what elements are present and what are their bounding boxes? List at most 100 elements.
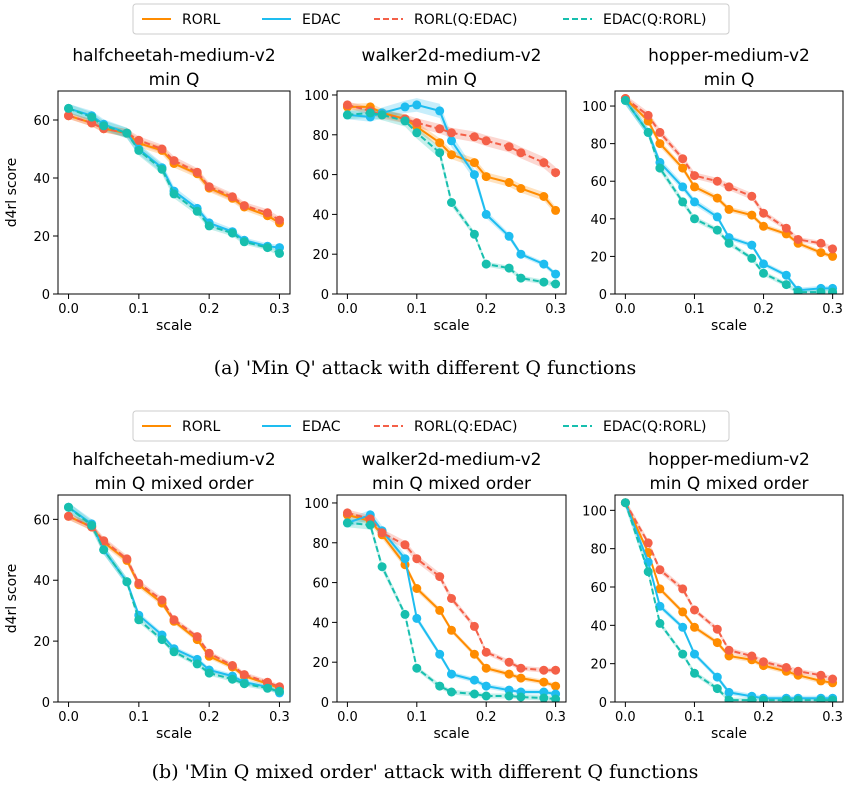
data-point — [678, 584, 688, 594]
data-point — [655, 127, 665, 137]
data-point — [724, 182, 734, 192]
data-point — [539, 158, 549, 168]
data-point — [122, 577, 132, 587]
chart-panel: walker2d-medium-v2 min Q mixed order 0.0 0.… — [304, 450, 567, 742]
data-point — [816, 248, 826, 258]
data-point — [504, 263, 514, 273]
data-point — [227, 228, 237, 238]
caption-b: (b) 'Min Q mixed order' attack with diff… — [152, 761, 699, 783]
y-tick-label: 20 — [312, 656, 329, 671]
data-point — [724, 687, 734, 697]
data-point — [747, 695, 757, 702]
legend-label: RORL(Q:EDAC) — [414, 12, 517, 28]
chart-title: halfcheetah-medium-v2 — [72, 46, 275, 66]
x-tick-label: 0.1 — [129, 710, 150, 725]
data-point — [157, 595, 167, 605]
x-axis-label: scale — [433, 318, 469, 334]
data-point — [412, 100, 422, 110]
data-point — [747, 191, 757, 201]
chart-subtitle: min Q — [426, 70, 477, 90]
data-point — [816, 238, 826, 248]
x-tick-label: 0.2 — [199, 710, 220, 725]
data-point — [793, 666, 803, 676]
x-tick-label: 0.2 — [753, 710, 774, 725]
data-point — [365, 108, 375, 118]
data-point — [400, 102, 410, 112]
data-point — [551, 269, 561, 279]
data-point — [447, 625, 456, 635]
data-point — [192, 632, 202, 642]
data-point — [239, 201, 249, 211]
data-point — [690, 171, 699, 181]
series-line — [624, 97, 833, 258]
data-point — [204, 648, 214, 658]
data-point — [157, 635, 167, 645]
data-point — [435, 605, 445, 615]
data-point — [400, 609, 410, 619]
chart-panels: halfcheetah-medium-v2 min Q 0.0 0.1 0.2 0.3 0 2… — [4, 46, 844, 742]
plot-frame — [336, 90, 567, 295]
data-point — [516, 148, 526, 158]
data-point — [122, 554, 132, 564]
data-point — [712, 225, 722, 235]
data-point — [275, 248, 284, 258]
data-point — [435, 649, 445, 659]
data-point — [481, 172, 491, 182]
data-point — [412, 554, 422, 564]
data-point — [747, 210, 757, 220]
data-point — [678, 622, 688, 632]
data-point — [690, 605, 699, 615]
y-tick-label: 0 — [321, 696, 329, 711]
data-point — [134, 135, 144, 145]
data-point — [504, 669, 514, 679]
data-point — [712, 176, 722, 186]
x-tick-label: 0.3 — [269, 302, 290, 317]
series-band — [68, 502, 280, 696]
series-line — [624, 97, 834, 250]
data-point — [447, 198, 456, 207]
data-point — [539, 693, 549, 702]
data-point — [469, 689, 479, 699]
legend-label: RORL(Q:EDAC) — [414, 419, 517, 435]
data-point — [342, 508, 352, 518]
data-point — [169, 156, 179, 166]
data-point — [816, 287, 826, 294]
data-point — [690, 622, 699, 632]
data-point — [263, 243, 272, 253]
data-point — [712, 212, 722, 222]
y-tick-label: 0 — [42, 288, 50, 303]
data-point — [516, 673, 526, 683]
data-point — [400, 116, 410, 126]
data-point — [342, 110, 352, 120]
chart-panel: hopper-medium-v2 min Q mixed order 0.0 0.1 0… — [582, 450, 844, 742]
data-point — [747, 651, 757, 661]
data-point — [712, 672, 722, 682]
data-point — [793, 695, 803, 702]
x-tick-label: 0.0 — [58, 710, 79, 725]
y-tick-label: 100 — [582, 100, 607, 115]
data-point — [469, 170, 479, 180]
data-point — [759, 208, 768, 218]
data-point — [412, 118, 422, 128]
plot-frame — [57, 90, 291, 295]
chart-panel: halfcheetah-medium-v2 min Q mixed order 0.… — [4, 450, 291, 742]
plot-area — [64, 103, 284, 258]
data-point — [793, 287, 803, 294]
plot-area — [620, 497, 838, 702]
data-point — [816, 670, 826, 680]
data-point — [724, 204, 734, 214]
data-point — [435, 106, 445, 116]
data-point — [539, 677, 549, 687]
data-point — [551, 665, 561, 675]
data-point — [516, 184, 526, 193]
series-band — [347, 101, 556, 179]
data-point — [504, 231, 514, 241]
x-tick-label: 0.1 — [129, 302, 150, 317]
data-point — [516, 249, 526, 259]
data-point — [342, 100, 352, 110]
y-tick-label: 20 — [590, 658, 607, 673]
legend-frame — [132, 3, 730, 35]
data-point — [724, 695, 734, 702]
data-point — [447, 669, 456, 679]
plot-area — [64, 502, 284, 698]
